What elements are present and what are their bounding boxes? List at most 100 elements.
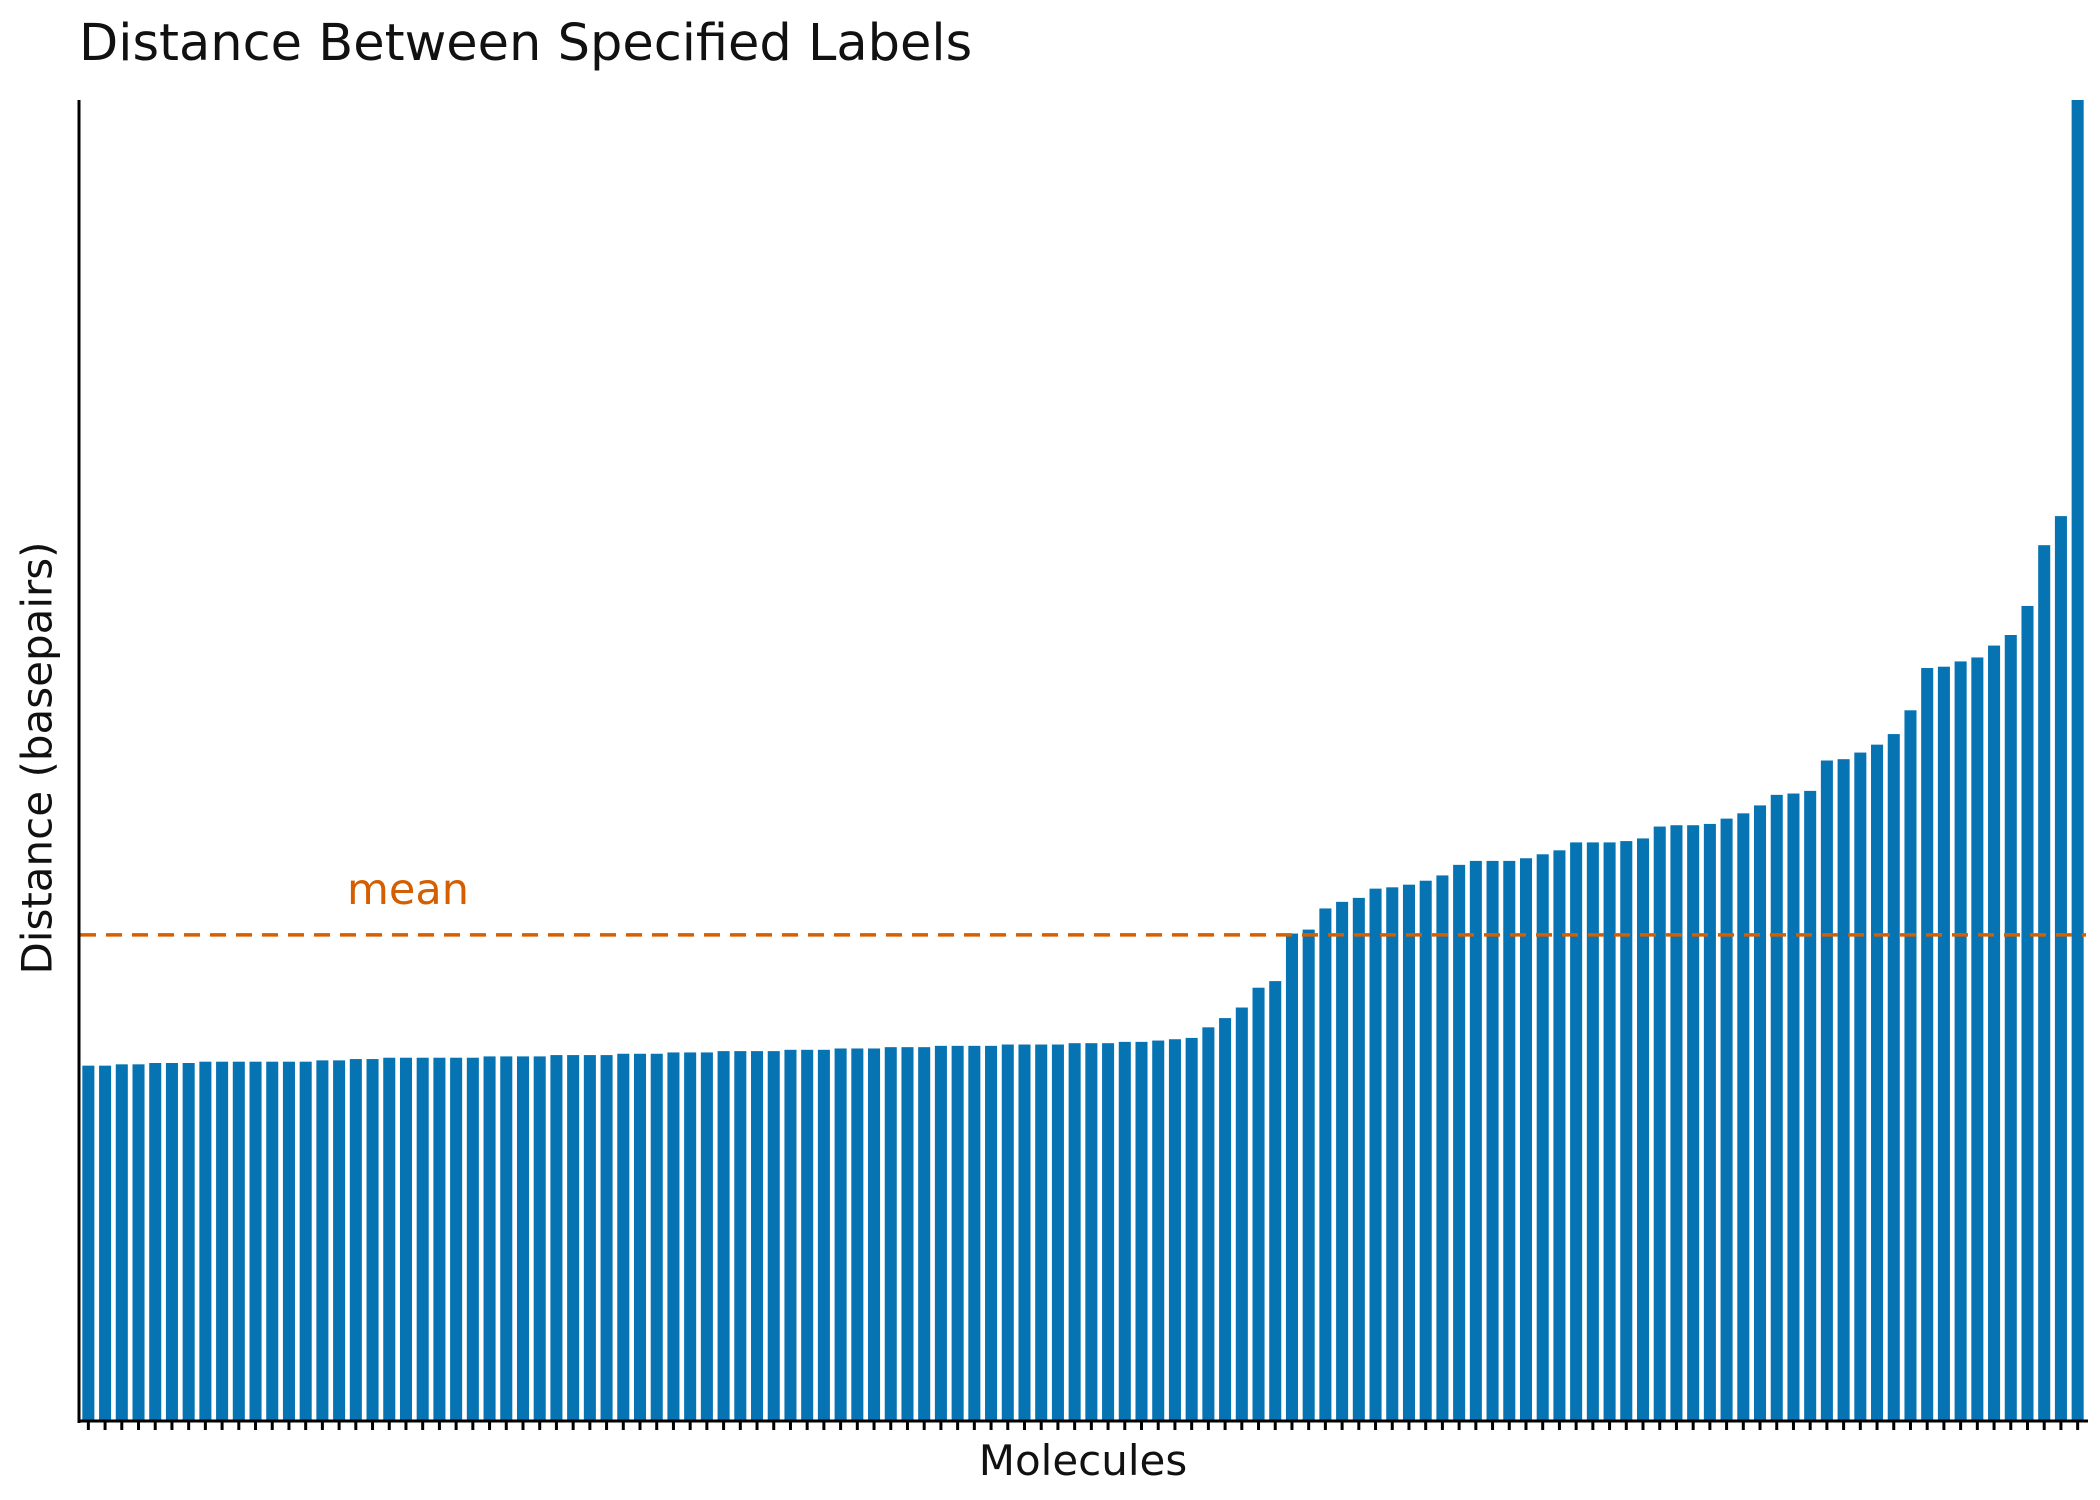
bar (1653, 826, 1666, 1421)
bar (1854, 752, 1867, 1421)
bar (266, 1061, 279, 1421)
bar (868, 1048, 881, 1421)
bar (383, 1057, 396, 1421)
bar (1553, 850, 1566, 1421)
x-axis-label: Molecules (979, 1436, 1188, 1485)
bar (1687, 825, 1700, 1421)
bar (483, 1056, 496, 1421)
bar (1319, 908, 1332, 1421)
bar (1820, 760, 1833, 1421)
bar (450, 1057, 463, 1421)
bar (567, 1055, 580, 1421)
bar (299, 1061, 312, 1421)
bar (1352, 897, 1365, 1421)
bar (2038, 545, 2051, 1421)
bar (1018, 1044, 1031, 1421)
bar (1519, 858, 1533, 1421)
bar (1436, 875, 1449, 1421)
bar (968, 1045, 981, 1421)
bar (600, 1055, 613, 1421)
bar (834, 1048, 847, 1421)
bar (1703, 823, 1716, 1421)
bar (1954, 661, 1967, 1421)
bar (734, 1051, 747, 1421)
bar (216, 1061, 229, 1421)
bar (1620, 841, 1633, 1421)
bar (784, 1049, 797, 1421)
bar (1068, 1043, 1081, 1421)
bar (99, 1065, 112, 1421)
bar (132, 1064, 145, 1421)
bar (901, 1047, 914, 1421)
bar (115, 1064, 128, 1421)
bar (1402, 884, 1415, 1421)
bar (918, 1047, 931, 1421)
bar (1804, 790, 1817, 1421)
bar (633, 1053, 647, 1421)
bar (1837, 759, 1850, 1421)
bar (1419, 880, 1432, 1421)
bar (1887, 734, 1900, 1421)
bar (1937, 666, 1950, 1421)
bar (149, 1063, 162, 1421)
bar (667, 1052, 680, 1421)
bar (416, 1057, 429, 1421)
bar (366, 1059, 379, 1421)
bar (550, 1055, 563, 1421)
bar-series (82, 100, 2084, 1421)
bar (500, 1056, 513, 1421)
bar (951, 1045, 964, 1421)
bar (1135, 1041, 1148, 1421)
bar (1185, 1037, 1198, 1421)
bar (1001, 1044, 1014, 1421)
bar (1285, 933, 1298, 1421)
bar (1235, 1007, 1248, 1421)
bar (717, 1051, 730, 1421)
chart-title: Distance Between Specified Labels (79, 14, 973, 73)
y-axis-label: Distance (basepairs) (13, 541, 62, 974)
bar (1636, 838, 1650, 1421)
bar (466, 1057, 479, 1421)
bar (1252, 987, 1265, 1421)
bar (2071, 100, 2084, 1421)
bar (700, 1052, 713, 1421)
bar (1219, 1018, 1232, 1421)
bar (199, 1061, 212, 1421)
bar (1469, 860, 1482, 1421)
bar (751, 1051, 764, 1421)
bar (851, 1048, 864, 1421)
bar (1503, 860, 1516, 1421)
bar (1369, 888, 1382, 1421)
bar (985, 1045, 998, 1421)
bar (182, 1063, 195, 1421)
bar (1035, 1044, 1048, 1421)
bar (2054, 516, 2067, 1421)
bar (684, 1052, 697, 1421)
bar (1871, 744, 1884, 1421)
bar (1754, 805, 1767, 1421)
mean-label: mean (347, 865, 469, 915)
bar (884, 1047, 897, 1421)
bar (1904, 710, 1917, 1421)
bar (1302, 929, 1315, 1421)
bar (1486, 860, 1499, 1421)
bar (650, 1053, 663, 1421)
bar (333, 1060, 346, 1421)
bar (232, 1061, 245, 1421)
bar (1536, 854, 1549, 1421)
bar (801, 1049, 814, 1421)
bar (1168, 1039, 1181, 1421)
bar (1118, 1041, 1131, 1421)
bar (1152, 1040, 1165, 1421)
bar (82, 1065, 95, 1421)
bar (533, 1056, 546, 1421)
bar (1787, 793, 1800, 1421)
bar (349, 1059, 362, 1421)
bar (1770, 794, 1783, 1421)
bar (249, 1061, 262, 1421)
bar (817, 1049, 830, 1421)
bar (1586, 842, 1599, 1421)
bar (1386, 887, 1399, 1421)
bar (1988, 645, 2001, 1421)
